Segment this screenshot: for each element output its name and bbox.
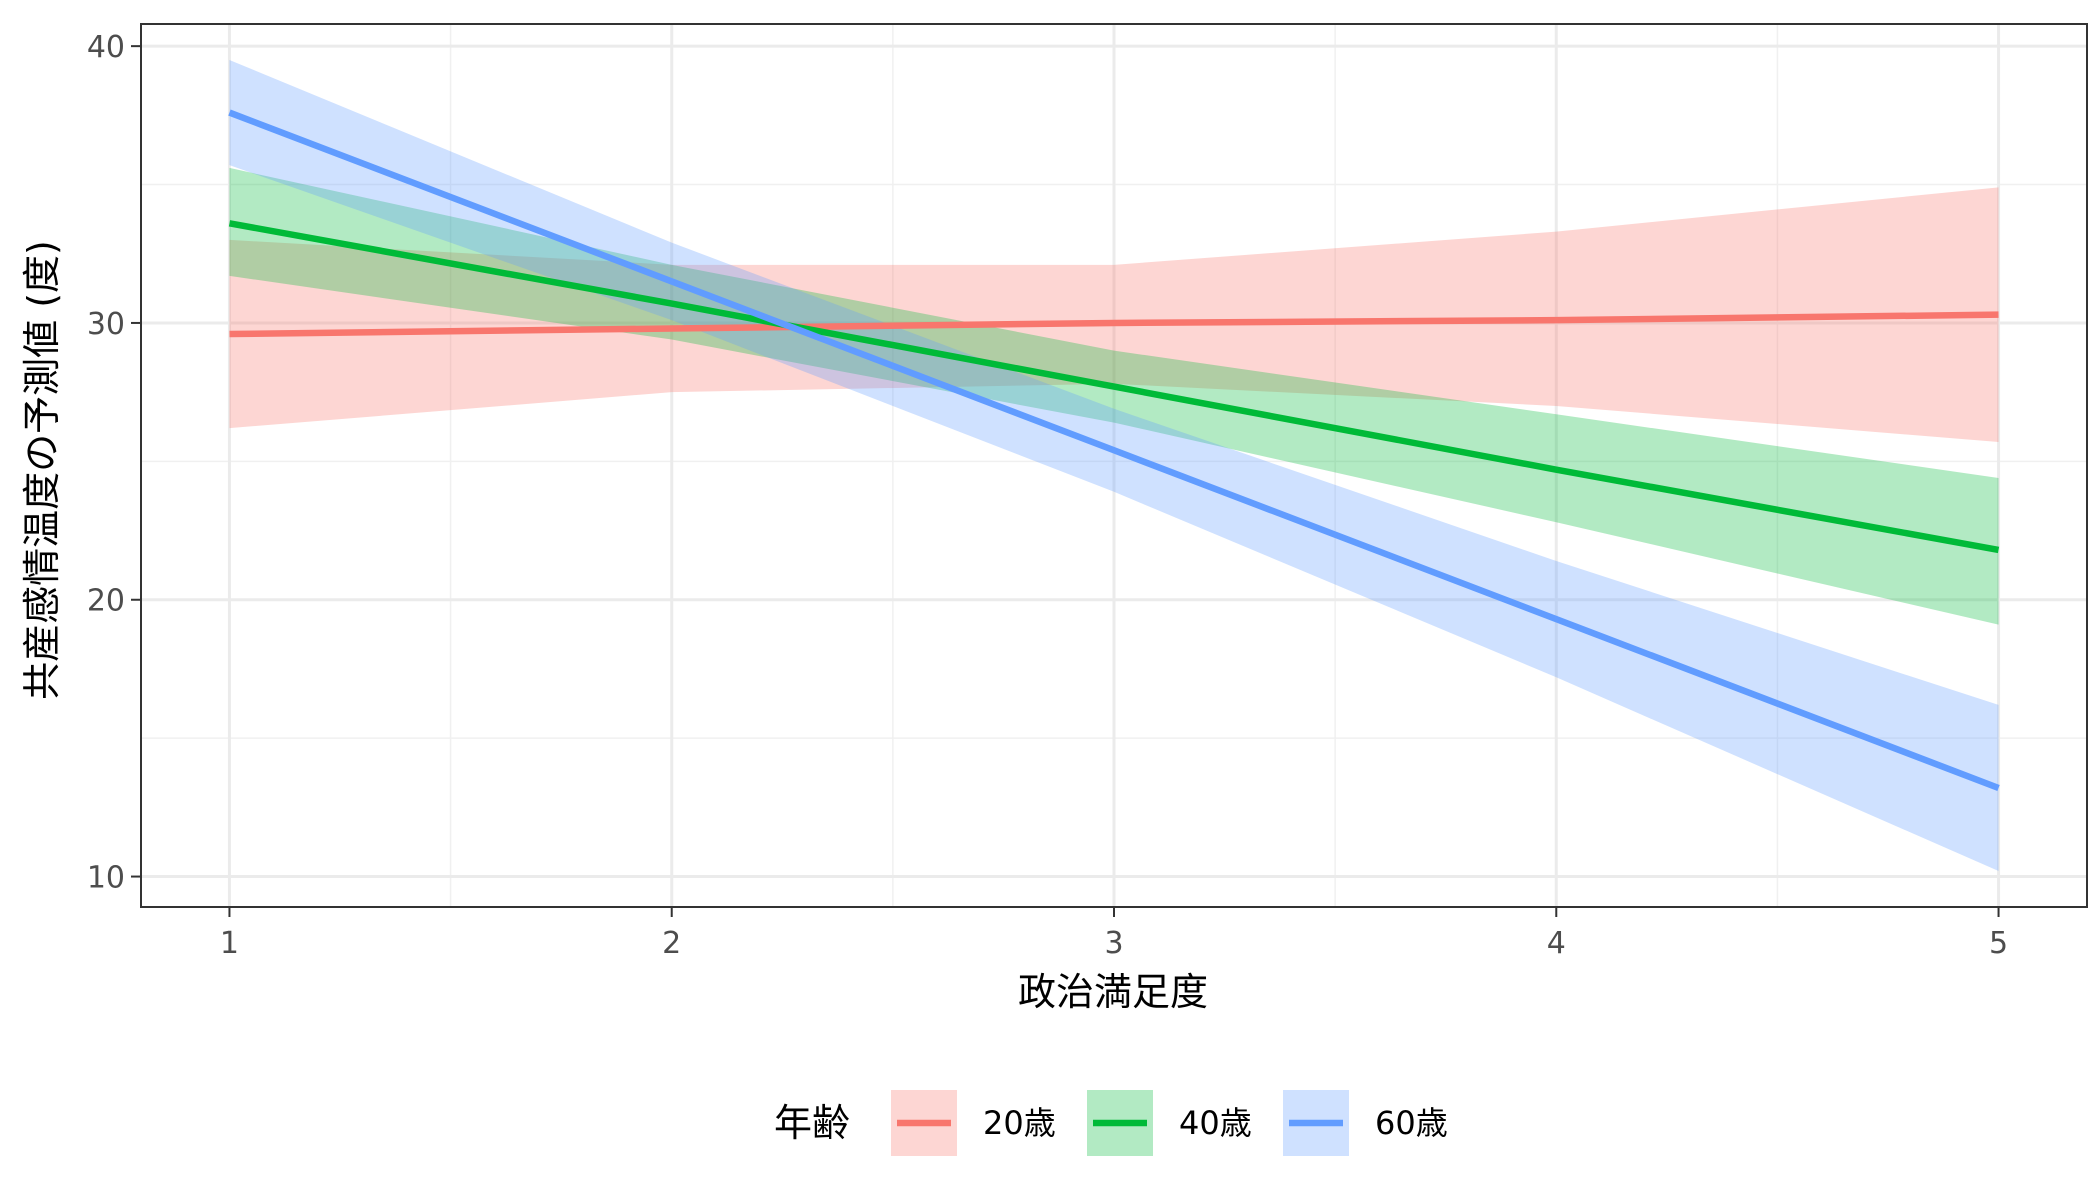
y-tick-label: 40 (87, 30, 125, 65)
band-20歳 (229, 187, 1999, 442)
legend-label: 40歳 (1179, 1104, 1252, 1142)
legend-title: 年齢 (774, 1101, 850, 1145)
band-60歳 (229, 59, 1999, 872)
line-60歳 (228, 109, 2000, 792)
legend-label: 20歳 (983, 1104, 1056, 1142)
x-axis: 1 2 3 4 5 (220, 907, 2008, 961)
x-tick-label: 3 (1104, 926, 1123, 961)
legend-label: 60歳 (1375, 1104, 1448, 1142)
line-40歳 (228, 220, 2000, 554)
y-tick-label: 30 (87, 307, 125, 342)
series-lines (228, 109, 2000, 792)
legend: 年齢 20歳 40歳 60歳 (774, 1090, 1448, 1156)
y-axis: 10 20 30 40 (87, 30, 141, 896)
y-tick-label: 20 (87, 584, 125, 619)
line-20歳 (229, 311, 1999, 338)
x-tick-label: 2 (662, 926, 681, 961)
x-axis-title: 政治満足度 (1018, 970, 1208, 1014)
y-tick-label: 10 (87, 861, 125, 896)
x-tick-label: 1 (220, 926, 239, 961)
y-axis-title: 共産感情温度の予測値 (度) (20, 240, 64, 700)
x-tick-label: 4 (1547, 926, 1566, 961)
x-tick-label: 5 (1989, 926, 2008, 961)
